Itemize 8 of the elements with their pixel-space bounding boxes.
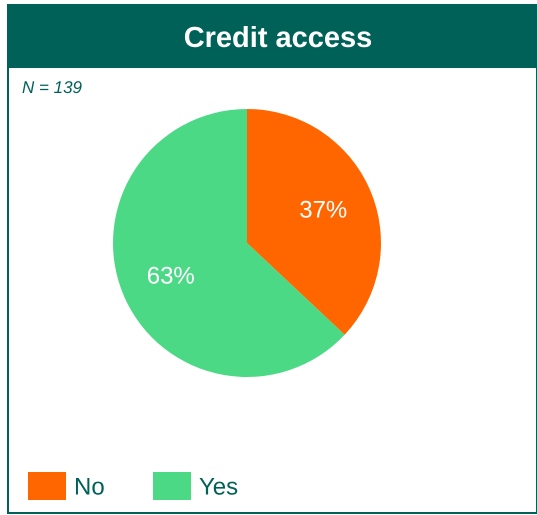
- text: N = 139: [22, 78, 83, 97]
- data-label: 37%: [299, 196, 348, 224]
- chart-title: Credit access: [184, 22, 372, 54]
- data-label: 63%: [146, 262, 195, 290]
- pie-slice: [113, 109, 345, 377]
- legend-label: No: [74, 474, 105, 500]
- legend-label: Yes: [199, 474, 238, 500]
- pie-slice: [247, 109, 381, 335]
